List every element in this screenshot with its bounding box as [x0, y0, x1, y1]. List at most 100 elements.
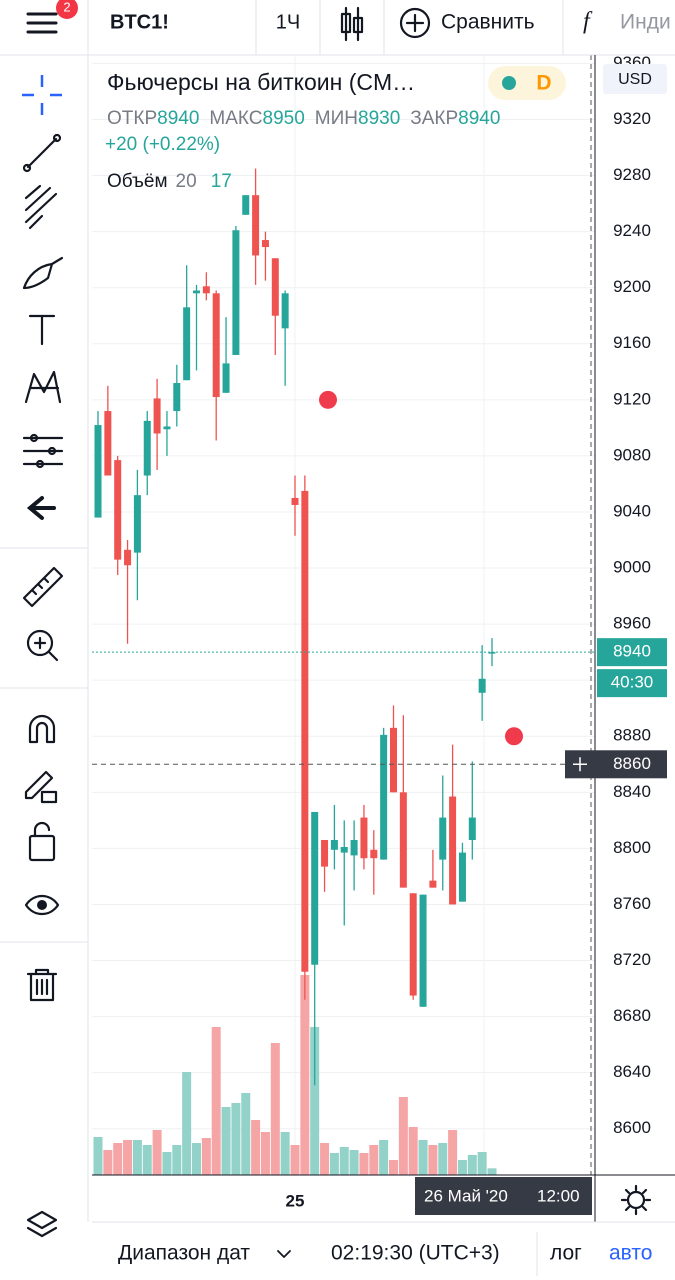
candle-body	[271, 258, 279, 316]
crosshair-tool[interactable]	[22, 75, 62, 115]
visibility-tool[interactable]	[24, 894, 60, 916]
candle-body	[390, 727, 397, 793]
delete-tool[interactable]	[26, 968, 58, 1002]
volume-bar	[369, 1145, 379, 1175]
event-marker	[505, 727, 523, 746]
candle-body	[399, 792, 407, 888]
candle-body	[291, 497, 299, 505]
candle-body	[281, 293, 289, 329]
candle-body	[153, 398, 161, 434]
layers-button[interactable]	[26, 1210, 58, 1238]
pattern-tool[interactable]	[24, 370, 62, 404]
candle-body	[143, 420, 151, 476]
candle-body	[439, 817, 447, 860]
y-tick-label: 9320	[613, 109, 651, 128]
volume-bar	[260, 1132, 270, 1175]
candle-body	[94, 425, 102, 518]
volume-bar	[280, 1132, 290, 1175]
candle-body	[252, 195, 260, 256]
volume-bar	[162, 1152, 172, 1175]
top-bar	[0, 0, 675, 55]
y-tick-label: 9000	[613, 558, 651, 577]
candle-body	[261, 240, 269, 248]
candle-body	[429, 880, 437, 888]
trend-line-tool[interactable]	[22, 133, 62, 173]
y-tick-label: 9080	[613, 445, 651, 464]
candle-body	[124, 549, 132, 566]
magnet-tool[interactable]	[28, 714, 56, 744]
prediction-tool[interactable]	[22, 433, 64, 469]
y-tick-label: 8960	[613, 614, 651, 633]
volume-bar	[132, 1140, 142, 1175]
zoom-tool[interactable]	[26, 629, 59, 662]
currency-label: USD	[618, 71, 652, 88]
compare-icon[interactable]	[399, 7, 431, 39]
ruler-tool[interactable]	[22, 566, 64, 608]
volume-bar	[339, 1147, 349, 1175]
fib-tool[interactable]	[24, 184, 58, 230]
volume-bar	[457, 1160, 467, 1175]
compare-button[interactable]: Сравнить	[441, 11, 535, 34]
crosshair-plus	[573, 757, 587, 772]
volume-bar	[398, 1097, 408, 1175]
brush-tool[interactable]	[22, 256, 64, 290]
fx-icon[interactable]: f	[583, 9, 593, 35]
candle-body	[360, 817, 368, 859]
candle-body	[133, 495, 141, 553]
y-tick-label: 9280	[613, 165, 651, 184]
badge-count: 2	[63, 0, 70, 14]
volume-bar	[221, 1107, 231, 1175]
y-tick-label: 9160	[613, 333, 651, 352]
volume-bar	[320, 1143, 330, 1175]
volume-bar	[93, 1137, 103, 1175]
candle-body	[330, 839, 338, 850]
date-range-button[interactable]: Диапазон дат	[118, 1242, 250, 1265]
delay-badge: D	[536, 72, 551, 95]
label: Объём	[107, 171, 168, 192]
label: МИН	[315, 108, 358, 129]
volume-bar	[182, 1072, 192, 1175]
countdown-label: 40:30	[611, 673, 654, 692]
volume-legend: Объём 20 17	[107, 171, 232, 192]
volume-bar	[113, 1143, 123, 1175]
y-tick-label: 9040	[613, 501, 651, 520]
indicators-button[interactable]: Инди	[620, 11, 671, 34]
last-price-box	[597, 638, 667, 667]
label: ЗАКР	[410, 108, 458, 129]
candle-body	[409, 893, 417, 996]
auto-button[interactable]: авто	[609, 1242, 652, 1265]
volume-bar	[211, 1027, 221, 1175]
lock-drawing-tool[interactable]	[24, 770, 58, 804]
volume-bar	[448, 1130, 458, 1175]
value: 8930	[358, 108, 400, 129]
badge	[56, 0, 78, 19]
y-tick-label: 8600	[613, 1118, 651, 1137]
x-tick-label: 25	[286, 1191, 305, 1210]
volume-bar	[241, 1093, 251, 1175]
menu-button[interactable]	[26, 12, 58, 34]
volume-bar	[428, 1145, 438, 1175]
volume-bar	[349, 1150, 359, 1175]
chart-style-button[interactable]	[340, 6, 364, 42]
value: 17	[211, 171, 232, 192]
volume-bar	[467, 1155, 477, 1175]
value: 20	[176, 171, 197, 192]
text-tool[interactable]	[28, 314, 56, 346]
label: ОТКР	[107, 108, 157, 129]
candle-body	[163, 426, 171, 430]
last-price-label: 8940	[613, 642, 651, 661]
candle-body	[212, 293, 220, 398]
y-tick-label: 8760	[613, 894, 651, 913]
symbol[interactable]: BTC1!	[110, 11, 169, 33]
interval[interactable]: 1Ч	[276, 11, 300, 33]
log-button[interactable]: лог	[550, 1242, 582, 1265]
settings-button[interactable]	[620, 1184, 652, 1216]
volume-bar	[379, 1140, 389, 1175]
candle-body	[104, 411, 112, 476]
unlock-tool[interactable]	[28, 821, 56, 862]
volume-bar	[152, 1130, 162, 1175]
crosshair-price-label: 8860	[613, 754, 651, 773]
candle-body	[468, 817, 476, 840]
back-button[interactable]	[26, 496, 56, 520]
